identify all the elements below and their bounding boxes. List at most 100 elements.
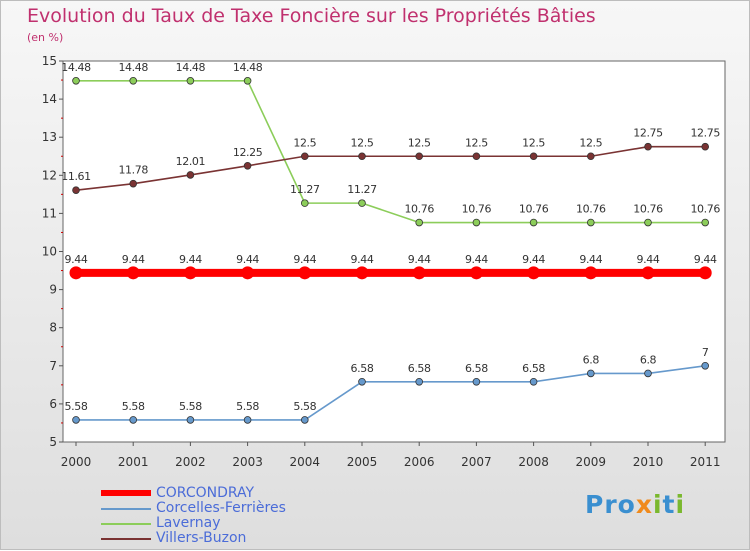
data-point-corcondray bbox=[469, 266, 483, 280]
data-point-corcelles-ferrieres bbox=[129, 416, 138, 424]
data-point-lavernay bbox=[358, 199, 366, 207]
data-label-corcelles-ferrieres: 6.58 bbox=[351, 362, 374, 375]
data-label-lavernay: 14.48 bbox=[233, 61, 263, 74]
x-tick-label: 2008 bbox=[518, 455, 549, 469]
y-tick-label: 12 bbox=[42, 168, 57, 182]
data-label-lavernay: 14.48 bbox=[61, 61, 91, 74]
plot-area bbox=[62, 60, 726, 443]
data-point-lavernay bbox=[72, 77, 80, 85]
data-label-villers-buzon: 12.01 bbox=[176, 155, 206, 168]
legend-swatch-corcondray bbox=[101, 490, 151, 496]
data-label-villers-buzon: 12.5 bbox=[522, 136, 545, 149]
data-label-corcondray: 9.44 bbox=[579, 253, 602, 266]
logo-part-i: i bbox=[652, 490, 663, 519]
data-label-lavernay: 10.76 bbox=[462, 203, 492, 216]
data-label-villers-buzon: 12.5 bbox=[293, 136, 316, 149]
data-label-corcondray: 9.44 bbox=[522, 253, 545, 266]
data-point-lavernay bbox=[415, 218, 424, 227]
data-point-lavernay bbox=[529, 218, 538, 227]
x-tick-label: 2001 bbox=[118, 455, 149, 469]
data-label-corcelles-ferrieres: 5.58 bbox=[65, 400, 88, 413]
y-tick-label: 11 bbox=[42, 206, 57, 220]
data-point-lavernay bbox=[472, 218, 481, 227]
legend-label-corcelles-ferrieres: Corcelles-Ferrières bbox=[156, 500, 286, 516]
legend-swatch-lavernay bbox=[101, 523, 151, 525]
data-point-corcondray bbox=[641, 266, 655, 280]
data-label-lavernay: 10.76 bbox=[404, 203, 434, 216]
data-point-villers-buzon bbox=[644, 142, 652, 151]
legend-label-villers-buzon: Villers-Buzon bbox=[156, 530, 247, 546]
data-point-villers-buzon bbox=[701, 142, 709, 151]
data-label-villers-buzon: 12.25 bbox=[233, 146, 263, 159]
logo-part-pro: Pro bbox=[585, 490, 636, 519]
x-tick-label: 2006 bbox=[404, 455, 435, 469]
data-label-corcelles-ferrieres: 5.58 bbox=[179, 400, 202, 413]
x-tick-label: 2002 bbox=[175, 455, 206, 469]
y-tick-label: 13 bbox=[42, 130, 57, 144]
data-point-lavernay bbox=[186, 77, 195, 85]
data-label-corcelles-ferrieres: 6.58 bbox=[522, 362, 545, 375]
data-point-corcondray bbox=[69, 266, 83, 280]
data-label-corcondray: 9.44 bbox=[179, 253, 202, 266]
logo-part-x: x bbox=[635, 490, 653, 519]
data-label-villers-buzon: 11.78 bbox=[118, 164, 148, 177]
chart-subtitle: (en %) bbox=[27, 31, 64, 44]
logo-part-t: t bbox=[662, 490, 676, 519]
data-point-lavernay bbox=[129, 77, 138, 85]
data-point-corcelles-ferrieres bbox=[644, 369, 652, 378]
y-tick-label: 14 bbox=[42, 92, 57, 106]
data-point-corcondray bbox=[412, 266, 426, 280]
data-label-corcondray: 9.44 bbox=[351, 253, 374, 266]
x-tick-label: 2000 bbox=[61, 455, 92, 469]
data-point-lavernay bbox=[300, 199, 309, 207]
data-label-villers-buzon: 12.5 bbox=[408, 136, 431, 149]
y-tick-label: 7 bbox=[49, 359, 57, 373]
data-point-corcelles-ferrieres bbox=[186, 416, 195, 424]
x-tick-label: 2007 bbox=[461, 455, 492, 469]
series-line-corcelles-ferrieres bbox=[76, 365, 706, 421]
logo-part-i2: i bbox=[675, 490, 686, 519]
data-label-lavernay: 10.76 bbox=[576, 203, 606, 216]
data-point-corcelles-ferrieres bbox=[358, 378, 366, 386]
data-point-villers-buzon bbox=[472, 152, 481, 161]
legend-swatch-villers-buzon bbox=[101, 538, 151, 540]
data-label-corcelles-ferrieres: 5.58 bbox=[293, 400, 316, 413]
data-point-villers-buzon bbox=[586, 152, 595, 161]
data-label-corcelles-ferrieres: 6.58 bbox=[465, 362, 488, 375]
data-label-corcondray: 9.44 bbox=[293, 253, 316, 266]
data-label-villers-buzon: 12.75 bbox=[633, 127, 663, 140]
data-label-villers-buzon: 11.61 bbox=[61, 170, 91, 183]
data-label-lavernay: 14.48 bbox=[118, 61, 148, 74]
x-tick-label: 2010 bbox=[633, 455, 664, 469]
data-label-villers-buzon: 12.5 bbox=[579, 136, 602, 149]
data-point-corcondray bbox=[584, 266, 598, 280]
legend-swatch-corcelles-ferrieres bbox=[101, 508, 151, 510]
data-label-corcelles-ferrieres: 6.8 bbox=[583, 353, 600, 366]
data-point-villers-buzon bbox=[186, 171, 195, 179]
data-label-villers-buzon: 12.5 bbox=[351, 136, 374, 149]
data-label-lavernay: 10.76 bbox=[633, 203, 663, 216]
data-point-corcondray bbox=[298, 266, 312, 280]
data-label-corcondray: 9.44 bbox=[408, 253, 431, 266]
data-point-corcelles-ferrieres bbox=[472, 378, 481, 386]
y-tick-label: 9 bbox=[49, 283, 57, 297]
data-label-corcelles-ferrieres: 7 bbox=[702, 346, 709, 359]
data-label-corcondray: 9.44 bbox=[236, 253, 259, 266]
data-label-villers-buzon: 12.5 bbox=[465, 136, 488, 149]
data-label-corcelles-ferrieres: 5.58 bbox=[236, 400, 259, 413]
data-point-villers-buzon bbox=[300, 152, 309, 161]
data-point-corcelles-ferrieres bbox=[701, 361, 709, 370]
y-tick-label: 15 bbox=[42, 54, 57, 68]
data-point-corcelles-ferrieres bbox=[586, 369, 595, 378]
x-tick-label: 2004 bbox=[290, 455, 321, 469]
series-line-lavernay bbox=[76, 80, 706, 224]
x-tick-label: 2005 bbox=[347, 455, 378, 469]
data-label-corcelles-ferrieres: 5.58 bbox=[122, 400, 145, 413]
y-tick-label: 10 bbox=[42, 245, 57, 259]
data-point-corcondray bbox=[698, 266, 712, 280]
data-label-lavernay: 10.76 bbox=[519, 203, 549, 216]
series-line-villers-buzon bbox=[75, 145, 706, 191]
data-label-corcelles-ferrieres: 6.58 bbox=[408, 362, 431, 375]
data-label-lavernay: 14.48 bbox=[176, 61, 206, 74]
